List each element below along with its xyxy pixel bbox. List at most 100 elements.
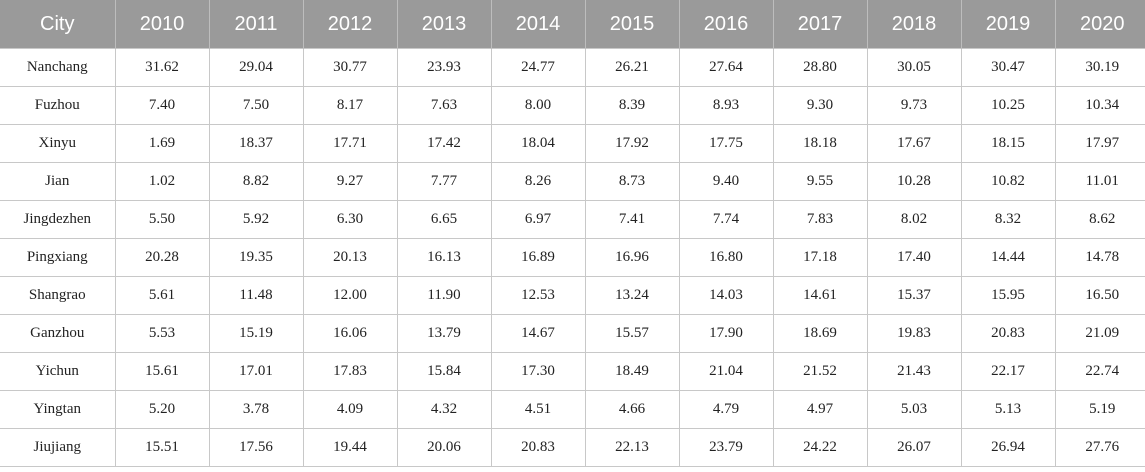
city-cell: Yingtan [0, 390, 116, 429]
value-cell: 22.17 [960, 352, 1056, 391]
value-cell: 15.95 [960, 276, 1056, 315]
value-cell: 22.74 [1054, 352, 1145, 391]
value-cell: 1.69 [114, 124, 210, 163]
table-row: Shangrao 5.61 11.48 12.00 11.90 12.53 13.24 14.… [0, 276, 1145, 315]
column-header-year: 2014 [491, 0, 586, 49]
value-cell: 7.83 [772, 200, 868, 239]
value-cell: 26.94 [960, 428, 1056, 467]
value-cell: 30.47 [960, 48, 1056, 87]
value-cell: 8.62 [1054, 200, 1145, 239]
city-cell: Yichun [0, 352, 116, 391]
value-cell: 4.66 [584, 390, 680, 429]
value-cell: 30.19 [1054, 48, 1145, 87]
value-cell: 8.39 [584, 86, 680, 125]
table-body: Nanchang 31.62 29.04 30.77 23.93 24.77 26.21 27… [0, 48, 1145, 467]
value-cell: 10.34 [1054, 86, 1145, 125]
value-cell: 17.90 [678, 314, 774, 353]
value-cell: 26.21 [584, 48, 680, 87]
value-cell: 7.74 [678, 200, 774, 239]
value-cell: 5.20 [114, 390, 210, 429]
value-cell: 5.92 [208, 200, 304, 239]
value-cell: 17.30 [490, 352, 586, 391]
city-cell: Ganzhou [0, 314, 116, 353]
value-cell: 16.13 [396, 238, 492, 277]
column-header-year: 2010 [115, 0, 210, 49]
value-cell: 10.25 [960, 86, 1056, 125]
value-cell: 24.22 [772, 428, 868, 467]
value-cell: 17.01 [208, 352, 304, 391]
city-cell: Pingxiang [0, 238, 116, 277]
value-cell: 11.90 [396, 276, 492, 315]
value-cell: 26.07 [866, 428, 962, 467]
value-cell: 15.84 [396, 352, 492, 391]
value-cell: 5.13 [960, 390, 1056, 429]
value-cell: 21.04 [678, 352, 774, 391]
value-cell: 17.40 [866, 238, 962, 277]
value-cell: 16.50 [1054, 276, 1145, 315]
column-header-year: 2016 [679, 0, 774, 49]
value-cell: 24.77 [490, 48, 586, 87]
table-row: Jiujiang 15.51 17.56 19.44 20.06 20.83 22.13 23… [0, 428, 1145, 467]
value-cell: 14.67 [490, 314, 586, 353]
value-cell: 7.40 [114, 86, 210, 125]
value-cell: 12.53 [490, 276, 586, 315]
value-cell: 20.83 [960, 314, 1056, 353]
column-header-year: 2017 [773, 0, 868, 49]
value-cell: 23.79 [678, 428, 774, 467]
value-cell: 13.24 [584, 276, 680, 315]
value-cell: 8.82 [208, 162, 304, 201]
table-header: City 2010 2011 2012 2013 2014 2015 2016 2017 2018… [0, 0, 1145, 49]
value-cell: 7.50 [208, 86, 304, 125]
value-cell: 4.09 [302, 390, 398, 429]
table-row: Yichun 15.61 17.01 17.83 15.84 17.30 18.49 21.0… [0, 352, 1145, 391]
value-cell: 18.49 [584, 352, 680, 391]
value-cell: 6.30 [302, 200, 398, 239]
value-cell: 28.80 [772, 48, 868, 87]
table-row: Jingdezhen 5.50 5.92 6.30 6.65 6.97 7.41 7.74 7.… [0, 200, 1145, 239]
city-cell: Xinyu [0, 124, 116, 163]
value-cell: 21.09 [1054, 314, 1145, 353]
value-cell: 3.78 [208, 390, 304, 429]
value-cell: 15.57 [584, 314, 680, 353]
value-cell: 7.41 [584, 200, 680, 239]
city-cell: Jiujiang [0, 428, 116, 467]
value-cell: 11.01 [1054, 162, 1145, 201]
value-cell: 5.53 [114, 314, 210, 353]
value-cell: 17.56 [208, 428, 304, 467]
value-cell: 19.35 [208, 238, 304, 277]
value-cell: 29.04 [208, 48, 304, 87]
value-cell: 8.00 [490, 86, 586, 125]
city-cell: Shangrao [0, 276, 116, 315]
value-cell: 18.15 [960, 124, 1056, 163]
value-cell: 4.51 [490, 390, 586, 429]
value-cell: 23.93 [396, 48, 492, 87]
value-cell: 13.79 [396, 314, 492, 353]
value-cell: 17.71 [302, 124, 398, 163]
value-cell: 21.52 [772, 352, 868, 391]
value-cell: 7.77 [396, 162, 492, 201]
value-cell: 9.30 [772, 86, 868, 125]
value-cell: 11.48 [208, 276, 304, 315]
column-header-year: 2011 [209, 0, 304, 49]
table-row: Fuzhou 7.40 7.50 8.17 7.63 8.00 8.39 8.93 9.30 9.… [0, 86, 1145, 125]
value-cell: 8.73 [584, 162, 680, 201]
value-cell: 8.93 [678, 86, 774, 125]
column-header-city: City [0, 0, 116, 49]
value-cell: 18.18 [772, 124, 868, 163]
value-cell: 17.83 [302, 352, 398, 391]
value-cell: 30.05 [866, 48, 962, 87]
table-row: Yingtan 5.20 3.78 4.09 4.32 4.51 4.66 4.79 4.97 5… [0, 390, 1145, 429]
value-cell: 5.50 [114, 200, 210, 239]
value-cell: 7.63 [396, 86, 492, 125]
city-cell: Jingdezhen [0, 200, 116, 239]
value-cell: 5.19 [1054, 390, 1145, 429]
value-cell: 18.37 [208, 124, 304, 163]
value-cell: 21.43 [866, 352, 962, 391]
value-cell: 8.02 [866, 200, 962, 239]
value-cell: 27.76 [1054, 428, 1145, 467]
value-cell: 15.37 [866, 276, 962, 315]
column-header-year: 2018 [867, 0, 962, 49]
column-header-year: 2019 [961, 0, 1056, 49]
value-cell: 17.18 [772, 238, 868, 277]
